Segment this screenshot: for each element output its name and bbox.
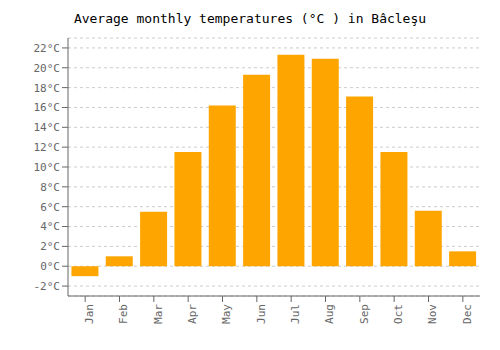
- svg-text:-2°C: -2°C: [34, 280, 61, 293]
- html-text:Average monthly temperatures (: Average monthly temperatures (°C ) in Bâ…: [73, 11, 427, 26]
- svg-text:Mar: Mar: [152, 304, 165, 324]
- svg-text:12°C: 12°C: [34, 141, 61, 154]
- svg-text:16°C: 16°C: [34, 101, 61, 114]
- svg-text:Sep: Sep: [358, 304, 371, 324]
- svg-text:0°C: 0°C: [40, 260, 60, 273]
- svg-text:Jan: Jan: [83, 304, 96, 324]
- svg-text:10°C: 10°C: [34, 161, 61, 174]
- svg-text:May: May: [220, 304, 233, 324]
- svg-text:Dec: Dec: [461, 304, 474, 324]
- svg-text:4°C: 4°C: [40, 220, 60, 233]
- svg-text:18°C: 18°C: [34, 82, 61, 95]
- svg-text:8°C: 8°C: [40, 181, 60, 194]
- svg-text:Jun: Jun: [255, 304, 268, 324]
- svg-text:22°C: 22°C: [34, 42, 61, 55]
- svg-text:2°C: 2°C: [40, 240, 60, 253]
- svg-text:Jul: Jul: [289, 304, 302, 324]
- svg-text:20°C: 20°C: [34, 62, 61, 75]
- svg-text:Feb: Feb: [117, 304, 130, 324]
- svg-text:6°C: 6°C: [40, 201, 60, 214]
- svg-text:Oct: Oct: [392, 304, 405, 324]
- svg-text:Aug: Aug: [323, 304, 336, 324]
- svg-text:Nov: Nov: [426, 304, 439, 324]
- svg-text:14°C: 14°C: [34, 121, 61, 134]
- svg-text:Apr: Apr: [186, 304, 199, 324]
